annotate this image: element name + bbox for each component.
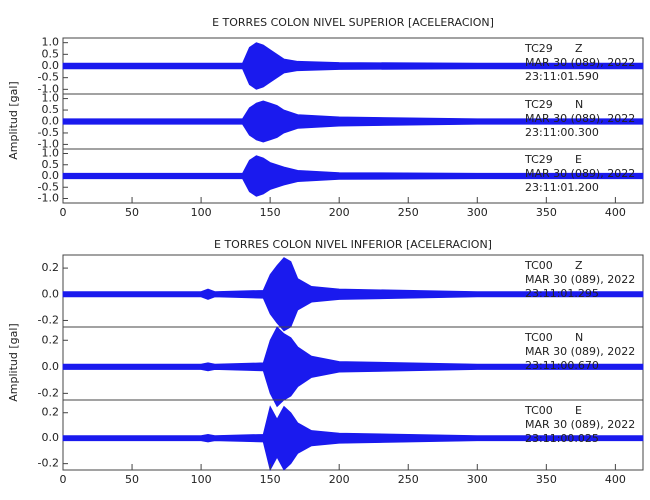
date-label: MAR 30 (089), 2022 [525, 418, 635, 431]
component-label: N [575, 98, 583, 111]
component-label: Z [575, 42, 583, 55]
trace-frame [62, 399, 644, 471]
time-label: 23:11:01.295 [525, 287, 599, 300]
y-tick-label: -0.5 [38, 180, 59, 193]
y-tick-label: 0.2 [42, 406, 60, 419]
date-label: MAR 30 (089), 2022 [525, 112, 635, 125]
station-label: TC29 [524, 153, 553, 166]
station-label: TC00 [524, 404, 553, 417]
date-label: MAR 30 (089), 2022 [525, 345, 635, 358]
y-tick-label: 1.0 [42, 92, 60, 105]
station-label: TC29 [524, 98, 553, 111]
y-tick-label: 1.0 [42, 147, 60, 160]
time-label: 23:11:01.590 [525, 70, 599, 83]
x-tick-label: 200 [329, 473, 350, 486]
date-label: MAR 30 (089), 2022 [525, 273, 635, 286]
y-tick-label: 0.5 [42, 103, 60, 116]
y-tick-label: 0.2 [42, 261, 60, 274]
x-tick-label: 350 [536, 473, 557, 486]
x-tick-label: 100 [191, 473, 212, 486]
date-label: MAR 30 (089), 2022 [525, 56, 635, 69]
x-tick-label: 100 [191, 206, 212, 219]
date-label: MAR 30 (089), 2022 [525, 167, 635, 180]
y-tick-label: 0.0 [42, 169, 60, 182]
station-label: TC00 [524, 259, 553, 272]
y-tick-label: 0.0 [42, 287, 60, 300]
y-tick-label: -0.5 [38, 71, 59, 84]
y-axis-label: Amplitud [gal] [7, 81, 20, 159]
component-label: E [575, 153, 582, 166]
x-tick-label: 300 [467, 206, 488, 219]
y-tick-label: -1.0 [38, 192, 59, 205]
y-tick-label: 1.0 [42, 36, 60, 49]
y-tick-label: 0.5 [42, 158, 60, 171]
y-tick-label: -0.2 [38, 313, 59, 326]
x-tick-label: 350 [536, 206, 557, 219]
component-label: Z [575, 259, 583, 272]
x-tick-label: 250 [398, 473, 419, 486]
y-tick-label: 0.0 [42, 59, 60, 72]
x-tick-label: 150 [260, 206, 281, 219]
y-tick-label: -0.5 [38, 126, 59, 139]
station-label: TC29 [524, 42, 553, 55]
y-tick-label: 0.0 [42, 115, 60, 128]
time-label: 23:11:00.300 [525, 126, 599, 139]
x-tick-label: 400 [605, 473, 626, 486]
x-tick-label: 200 [329, 206, 350, 219]
x-tick-label: 400 [605, 206, 626, 219]
x-tick-label: 0 [60, 206, 67, 219]
time-label: 23:11:01.200 [525, 181, 599, 194]
component-label: E [575, 404, 582, 417]
y-tick-label: -0.2 [38, 386, 59, 399]
y-tick-label: 0.2 [42, 333, 60, 346]
x-tick-label: 150 [260, 473, 281, 486]
y-tick-label: -1.0 [38, 82, 59, 95]
x-tick-label: 50 [125, 473, 139, 486]
y-tick-label: 0.5 [42, 47, 60, 60]
x-tick-label: 250 [398, 206, 419, 219]
y-tick-label: -1.0 [38, 137, 59, 150]
x-tick-label: 50 [125, 206, 139, 219]
time-label: 23:11:00.670 [525, 359, 599, 372]
y-axis-label: Amplitud [gal] [7, 323, 20, 401]
time-label: 23:11:00.025 [525, 432, 599, 445]
x-tick-label: 0 [60, 473, 67, 486]
station-label: TC00 [524, 331, 553, 344]
y-tick-label: 0.0 [42, 431, 60, 444]
component-label: N [575, 331, 583, 344]
chart-title: E TORRES COLON NIVEL SUPERIOR [ACELERACI… [212, 16, 494, 29]
y-tick-label: 0.0 [42, 360, 60, 373]
chart-title: E TORRES COLON NIVEL INFERIOR [ACELERACI… [214, 238, 492, 251]
y-tick-label: -0.2 [38, 457, 59, 470]
x-tick-label: 300 [467, 473, 488, 486]
